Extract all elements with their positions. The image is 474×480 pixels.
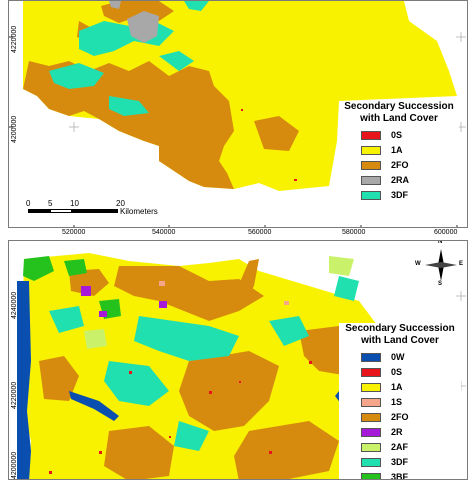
legend-swatch <box>361 383 381 392</box>
legend-swatch <box>361 176 381 185</box>
range-patches <box>109 1 159 43</box>
dense-forest-patches <box>49 1 209 116</box>
agriculture-region <box>23 1 457 191</box>
bottom-map-panel: 4240000 4220000 4200000 N S E W Secondar… <box>8 240 468 480</box>
legend-title-line2: with Land Cover <box>360 113 438 124</box>
top-map-panel: 4220000 4200000 0 5 10 20 Kilometers Sec… <box>8 0 468 228</box>
legend-items: 0S 1A 2FO 2RA 3DF <box>361 129 451 204</box>
legend-title-line1: Secondary Succession <box>344 101 454 112</box>
legend-swatch <box>361 398 381 407</box>
legend-item: 2R <box>361 426 451 441</box>
north-label: N <box>438 240 443 245</box>
legend-label: 2R <box>391 427 403 437</box>
legend-item: 2RA <box>361 174 451 189</box>
legend-label: 2RA <box>391 175 410 185</box>
scale-segment <box>72 209 118 213</box>
legend-item: 1A <box>361 144 451 159</box>
legend-swatch <box>361 413 381 422</box>
legend-swatch <box>361 146 381 155</box>
legend-label: 2FO <box>391 412 409 422</box>
pink-patches <box>159 281 289 305</box>
legend-label: 2FO <box>391 160 409 170</box>
legend-title: Secondary Succession with Land Cover <box>339 323 461 347</box>
legend-label: 1A <box>391 145 403 155</box>
legend-swatch <box>361 161 381 170</box>
x-tick-label: 560000 <box>248 229 272 236</box>
scale-bar: 0 5 10 20 Kilometers <box>26 199 166 219</box>
legend-item: 2AF <box>361 441 451 456</box>
y-tick-label: 4220000 <box>11 25 18 53</box>
bottom-legend: Secondary Succession with Land Cover 0W … <box>339 323 461 480</box>
legend-item: 3DF <box>361 456 451 471</box>
legend-label: 1A <box>391 382 403 392</box>
y-tick-label: 4200000 <box>11 451 18 479</box>
legend-label: 3DF <box>391 190 409 200</box>
legend-swatch <box>361 443 381 452</box>
legend-label: 1S <box>391 397 403 407</box>
legend-label: 2AF <box>391 442 409 452</box>
legend-item: 2FO <box>361 159 451 174</box>
legend-swatch <box>361 353 381 362</box>
legend-item: 3DF <box>361 189 451 204</box>
legend-swatch <box>361 473 381 479</box>
legend-title-line1: Secondary Succession <box>345 323 455 334</box>
legend-label: 3BF <box>391 472 409 480</box>
x-tick-label: 580000 <box>342 229 366 236</box>
legend-label: 0W <box>391 352 405 362</box>
y-tick-label: 4240000 <box>11 291 18 319</box>
legend-item: 2FO <box>361 411 451 426</box>
legend-swatch <box>361 458 381 467</box>
scale-segment <box>28 209 50 213</box>
dense-forest-patches <box>49 276 359 451</box>
settlement-dots <box>241 109 297 181</box>
legend-swatch <box>361 428 381 437</box>
top-land-cover-map <box>9 1 466 227</box>
scale-label-5: 5 <box>48 199 53 208</box>
legend-label: 3DF <box>391 457 409 467</box>
x-tick-label: 600000 <box>434 229 458 236</box>
scale-label-10: 10 <box>70 199 79 208</box>
x-tick-label: 540000 <box>152 229 176 236</box>
grass-patches <box>23 256 121 319</box>
frame-ticks <box>9 36 458 227</box>
south-label: S <box>438 281 443 287</box>
west-label: W <box>415 261 421 267</box>
legend-swatch <box>361 131 381 140</box>
scale-label-0: 0 <box>26 199 31 208</box>
legend-swatch <box>361 191 381 200</box>
legend-items: 0W 0S 1A 1S 2FO 2R 2AF 3DF 3BF <box>361 351 451 480</box>
compass-icon <box>425 249 457 281</box>
legend-item: 1S <box>361 396 451 411</box>
lime-patches <box>84 256 354 349</box>
legend-item: 1A <box>361 381 451 396</box>
scale-label-20: 20 <box>116 199 125 208</box>
legend-title: Secondary Succession with Land Cover <box>339 101 459 125</box>
legend-item: 0S <box>361 129 451 144</box>
legend-item: 3BF <box>361 471 451 480</box>
legend-label: 0S <box>391 130 403 140</box>
top-legend: Secondary Succession with Land Cover 0S … <box>339 101 459 209</box>
east-label: E <box>459 261 464 267</box>
north-arrow: N S E W <box>415 241 464 287</box>
legend-label: 0S <box>391 367 403 377</box>
legend-item: 0S <box>361 366 451 381</box>
scale-segment <box>50 209 72 213</box>
legend-item: 0W <box>361 351 451 366</box>
scale-unit: Kilometers <box>120 207 158 216</box>
purple-patches <box>81 286 167 317</box>
legend-swatch <box>361 368 381 377</box>
y-tick-label: 4200000 <box>11 115 18 143</box>
y-tick-label: 4220000 <box>11 381 18 409</box>
legend-title-line2: with Land Cover <box>361 335 439 346</box>
x-tick-label: 520000 <box>62 229 86 236</box>
